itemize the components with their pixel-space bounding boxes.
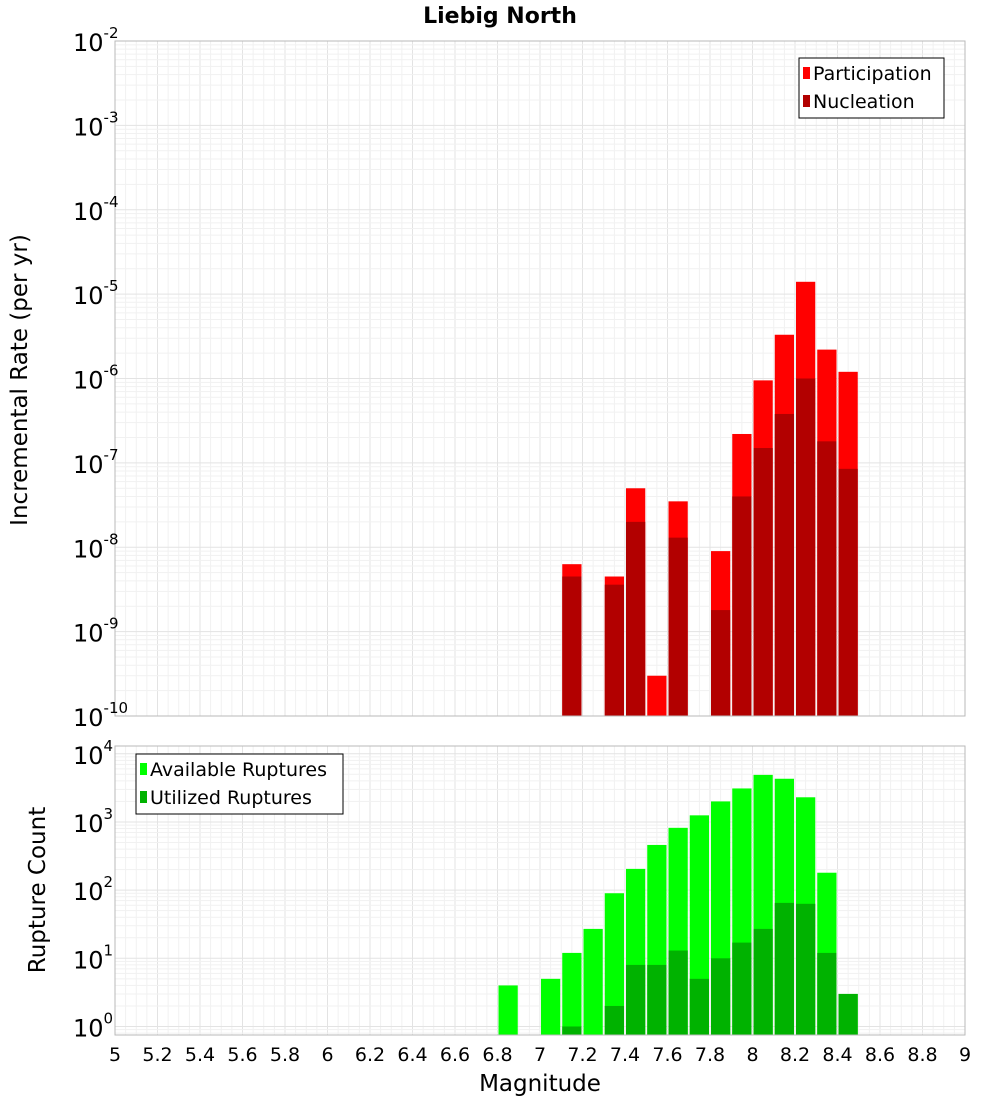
rate-bar [604, 584, 624, 716]
rate-y-tick-label: 10-2 [73, 24, 119, 57]
x-axis-title: Magnitude [479, 1071, 601, 1097]
x-tick-label: 8 [746, 1044, 758, 1066]
rate-bar [626, 521, 646, 716]
count-y-tick-label: 102 [73, 873, 113, 906]
x-tick-label: 5 [109, 1044, 121, 1066]
count-bar [817, 952, 837, 1035]
rate-gridlines [114, 40, 966, 717]
count-panel: 100 101 102 103 104 5 5.2 5.4 5.6 5.8 6 6.2 6.4 6.6 6.… [73, 737, 971, 1066]
rate-panel: 10-10 10-9 10-8 10-7 10-6 10-5 10-4 10-3 10-2 Par… [73, 24, 966, 732]
count-y-tick-label: 103 [73, 805, 113, 838]
count-bar [583, 928, 603, 1035]
rate-bar [817, 441, 837, 716]
rate-legend-box [798, 57, 945, 119]
x-tick-label: 6.8 [482, 1044, 512, 1066]
top-y-axis-title: Incremental Rate (per yr) [7, 234, 33, 526]
count-bar [604, 1005, 624, 1035]
rate-series-1 [562, 378, 858, 716]
count-legend-swatch [140, 791, 147, 803]
rate-y-tick-label: 10-9 [73, 615, 119, 648]
count-y-tick-label: 101 [73, 941, 113, 974]
rate-plot-border [114, 40, 966, 717]
count-legend-swatch [140, 763, 147, 775]
count-plot-border [114, 745, 966, 1036]
count-bar [838, 993, 858, 1035]
x-tick-label: 6.2 [355, 1044, 385, 1066]
x-tick-label: 6 [321, 1044, 333, 1066]
count-bar [796, 903, 816, 1035]
count-bar [774, 902, 794, 1035]
count-bar [498, 985, 518, 1035]
rate-bar [838, 468, 858, 716]
count-bar [732, 942, 752, 1035]
x-tick-label: 7 [534, 1044, 546, 1066]
rate-legend-swatch [803, 67, 810, 79]
x-tick-label: 8.2 [780, 1044, 810, 1066]
rate-bar [774, 413, 794, 716]
rate-y-tick-label: 10-10 [73, 699, 128, 732]
count-bar [541, 978, 561, 1035]
count-bar [711, 958, 731, 1035]
count-legend-label: Available Ruptures [150, 759, 327, 781]
count-bar [562, 1026, 582, 1035]
count-y-tick-label: 100 [73, 1009, 113, 1042]
count-y-tick-label: 104 [73, 737, 113, 770]
count-bar [753, 928, 773, 1035]
x-tick-label: 7.4 [610, 1044, 640, 1066]
rate-bar [711, 610, 731, 716]
count-bar [668, 950, 688, 1035]
rate-y-tick-label: 10-4 [73, 193, 119, 226]
rate-bar [647, 675, 667, 716]
x-tick-label: 7.8 [695, 1044, 725, 1066]
count-series-1 [562, 902, 858, 1035]
x-tick-label: 6.6 [440, 1044, 470, 1066]
count-legend-label: Utilized Ruptures [150, 787, 312, 809]
x-tick-label: 5.6 [227, 1044, 257, 1066]
rate-legend-swatch [803, 95, 810, 107]
x-tick-label: 8.6 [865, 1044, 895, 1066]
rate-y-tick-label: 10-7 [73, 446, 119, 479]
x-tick-label: 5.4 [185, 1044, 215, 1066]
rate-bar [753, 448, 773, 716]
rate-y-tick-label: 10-8 [73, 530, 119, 563]
rate-bar [562, 576, 582, 716]
x-tick-label: 8.8 [907, 1044, 937, 1066]
bottom-y-axis-title: Rupture Count [25, 807, 51, 973]
rate-legend-label: Participation [813, 63, 932, 85]
x-tick-label: 7.2 [567, 1044, 597, 1066]
count-bar [562, 952, 582, 1035]
x-tick-label: 8.4 [822, 1044, 852, 1066]
count-bar [689, 978, 709, 1035]
count-bar [626, 964, 646, 1035]
x-tick-label: 5.2 [142, 1044, 172, 1066]
rate-y-tick-label: 10-5 [73, 277, 119, 310]
x-tick-label: 6.4 [397, 1044, 427, 1066]
count-bar [647, 964, 667, 1035]
count-legend-box [135, 753, 344, 815]
rate-bar [668, 537, 688, 716]
count-legend: Available Ruptures Utilized Ruptures [135, 753, 344, 815]
rate-legend-label: Nucleation [813, 91, 915, 113]
x-tick-label: 7.6 [652, 1044, 682, 1066]
rate-bar [732, 496, 752, 716]
x-tick-label: 9 [959, 1044, 971, 1066]
x-tick-label: 5.8 [270, 1044, 300, 1066]
rate-y-tick-label: 10-6 [73, 362, 119, 395]
chart-title: Liebig North [423, 4, 577, 29]
rate-legend: Participation Nucleation [798, 57, 945, 119]
count-bar [604, 893, 624, 1035]
rate-y-tick-label: 10-3 [73, 108, 119, 141]
rate-bar [796, 378, 816, 716]
